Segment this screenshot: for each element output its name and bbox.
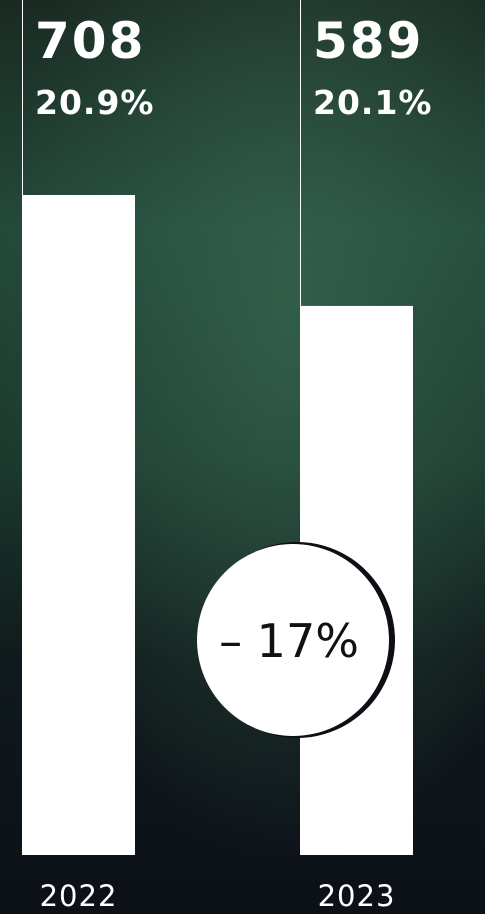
share-label: 20.1% — [313, 83, 433, 122]
data-label: 589 — [313, 12, 423, 70]
x-tick-label: 2023 — [318, 879, 396, 913]
data-label: 708 — [35, 12, 145, 70]
page: {"chart_data": {"type": "bar", "categori… — [0, 0, 485, 914]
bar — [22, 195, 135, 855]
change-label: – 17% — [219, 614, 359, 668]
share-label: 20.9% — [35, 83, 155, 122]
chart: 708 20.9% 2022 589 20.1% 2023 – 17% — [0, 0, 485, 914]
x-tick-label: 2022 — [40, 879, 118, 913]
